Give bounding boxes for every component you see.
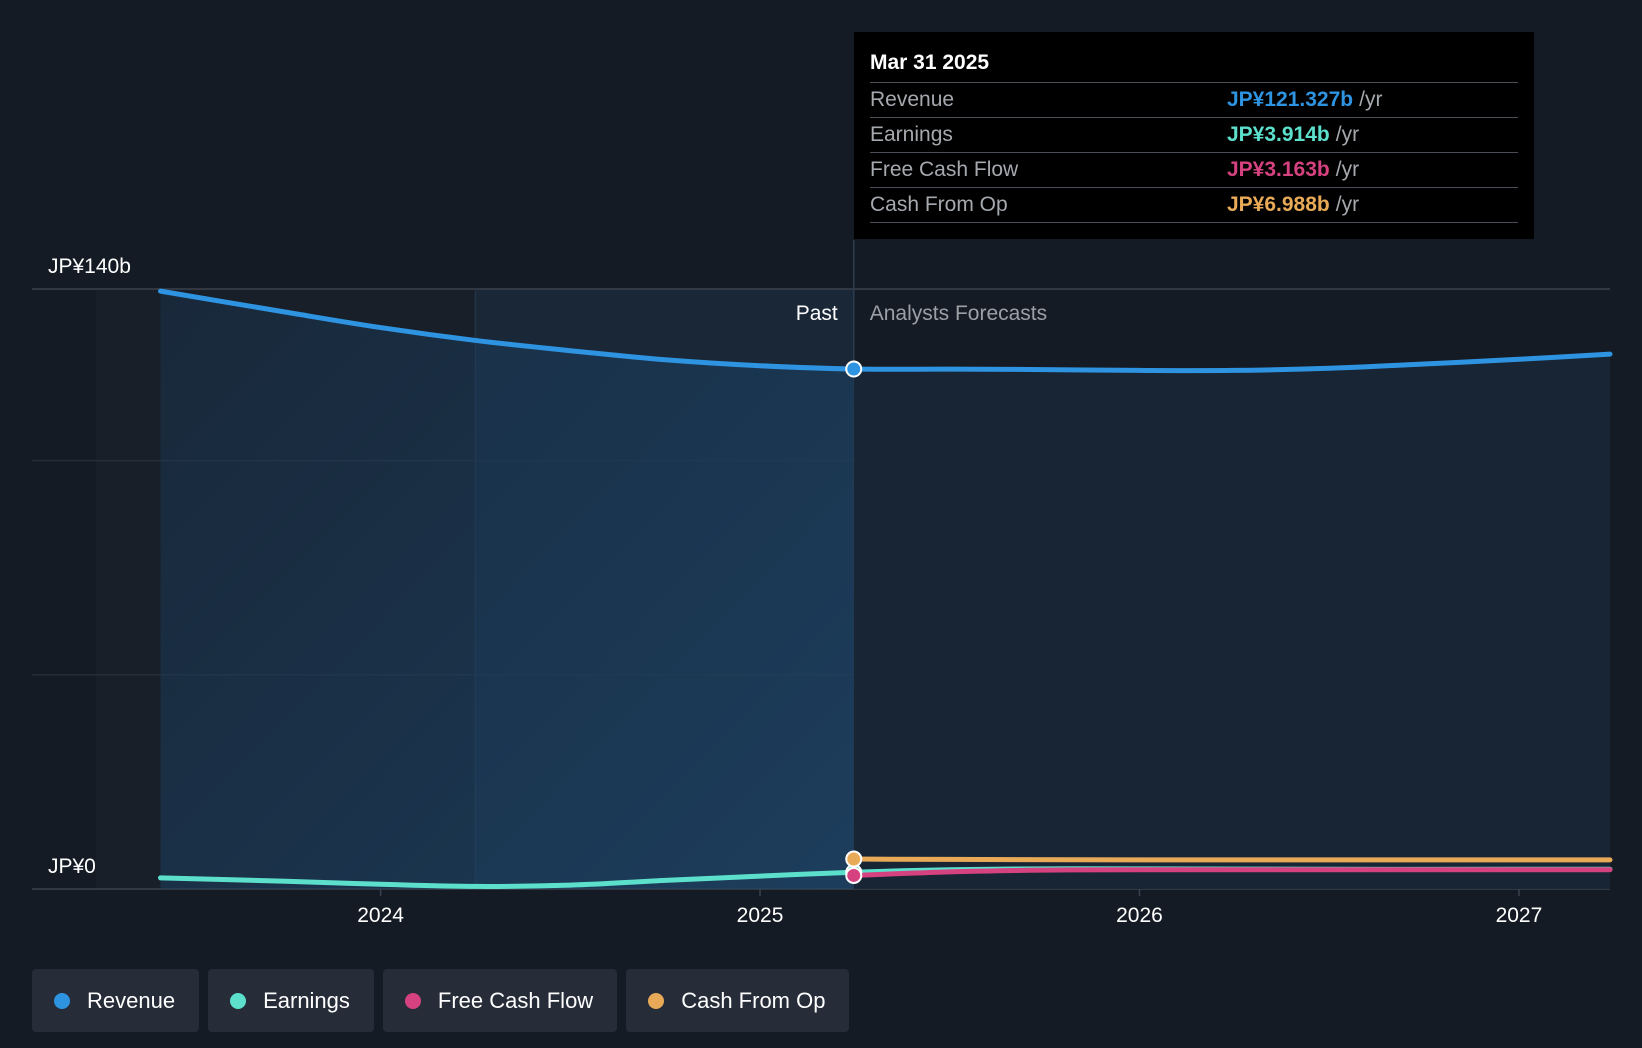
legend-label: Revenue (87, 987, 176, 1013)
past-label: Past (796, 302, 838, 325)
tooltip-unit: /yr (1359, 88, 1383, 111)
tooltip-label: Earnings (870, 123, 953, 146)
tooltip-unit: /yr (1335, 158, 1360, 181)
x-tick-label: 2026 (1116, 904, 1163, 927)
tooltip-row-cash-from-op: Cash From Op JP¥6.988b /yr (870, 187, 1518, 223)
tooltip-value: JP¥121.327b (1227, 88, 1354, 111)
legend-label: Earnings (263, 987, 350, 1013)
tooltip-value: JP¥6.988b (1227, 193, 1330, 216)
tooltip-label: Revenue (870, 88, 955, 111)
forecast-label: Analysts Forecasts (870, 302, 1047, 325)
revenue-area-past (160, 291, 854, 889)
x-tick-label: 2027 (1496, 904, 1543, 927)
legend-label: Free Cash Flow (437, 987, 594, 1013)
legend-dot-icon (404, 992, 421, 1009)
tooltip-label: Free Cash Flow (870, 158, 1019, 181)
x-tick-label: 2024 (357, 904, 404, 927)
tooltip-row-revenue: Revenue JP¥121.327b /yr (870, 82, 1518, 117)
tooltip-row-earnings: Earnings JP¥3.914b /yr (870, 117, 1518, 152)
y-tick-label: JP¥140b (48, 255, 131, 278)
series-line-cash_from_op (851, 856, 1613, 863)
legend-dot-icon (230, 992, 247, 1009)
marker-revenue (845, 360, 863, 378)
marker-free_cash_flow (845, 866, 863, 884)
legend-item-revenue[interactable]: Revenue (32, 969, 200, 1032)
tooltip-value: JP¥3.914b (1227, 123, 1330, 146)
tooltip-unit: /yr (1335, 123, 1360, 146)
legend-dot-icon (648, 992, 665, 1009)
legend-item-free-cash-flow[interactable]: Free Cash Flow (382, 969, 618, 1032)
series-line-free_cash_flow (851, 867, 1613, 878)
legend-item-cash-from-op[interactable]: Cash From Op (626, 969, 850, 1032)
legend-label: Cash From Op (681, 987, 826, 1013)
tooltip-unit: /yr (1335, 193, 1360, 216)
x-tick-label: 2025 (737, 904, 784, 927)
legend-dot-icon (54, 992, 70, 1009)
y-tick-label: JP¥0 (48, 855, 96, 878)
marker-cash_from_op (845, 850, 863, 868)
tooltip-label: Cash From Op (870, 193, 1008, 216)
tooltip-row-free-cash-flow: Free Cash Flow JP¥3.163b /yr (870, 152, 1518, 187)
series-line-revenue (158, 288, 1613, 374)
tooltip-value: JP¥3.163b (1227, 158, 1330, 181)
legend-item-earnings[interactable]: Earnings (208, 969, 374, 1032)
legend: Revenue Earnings Free Cash Flow Cash Fro… (32, 969, 850, 1032)
tooltip-date: Mar 31 2025 (870, 51, 990, 74)
tooltip: Mar 31 2025 Revenue JP¥121.327b /yr Earn… (854, 32, 1534, 239)
revenue-area-forecast (853, 354, 1610, 889)
